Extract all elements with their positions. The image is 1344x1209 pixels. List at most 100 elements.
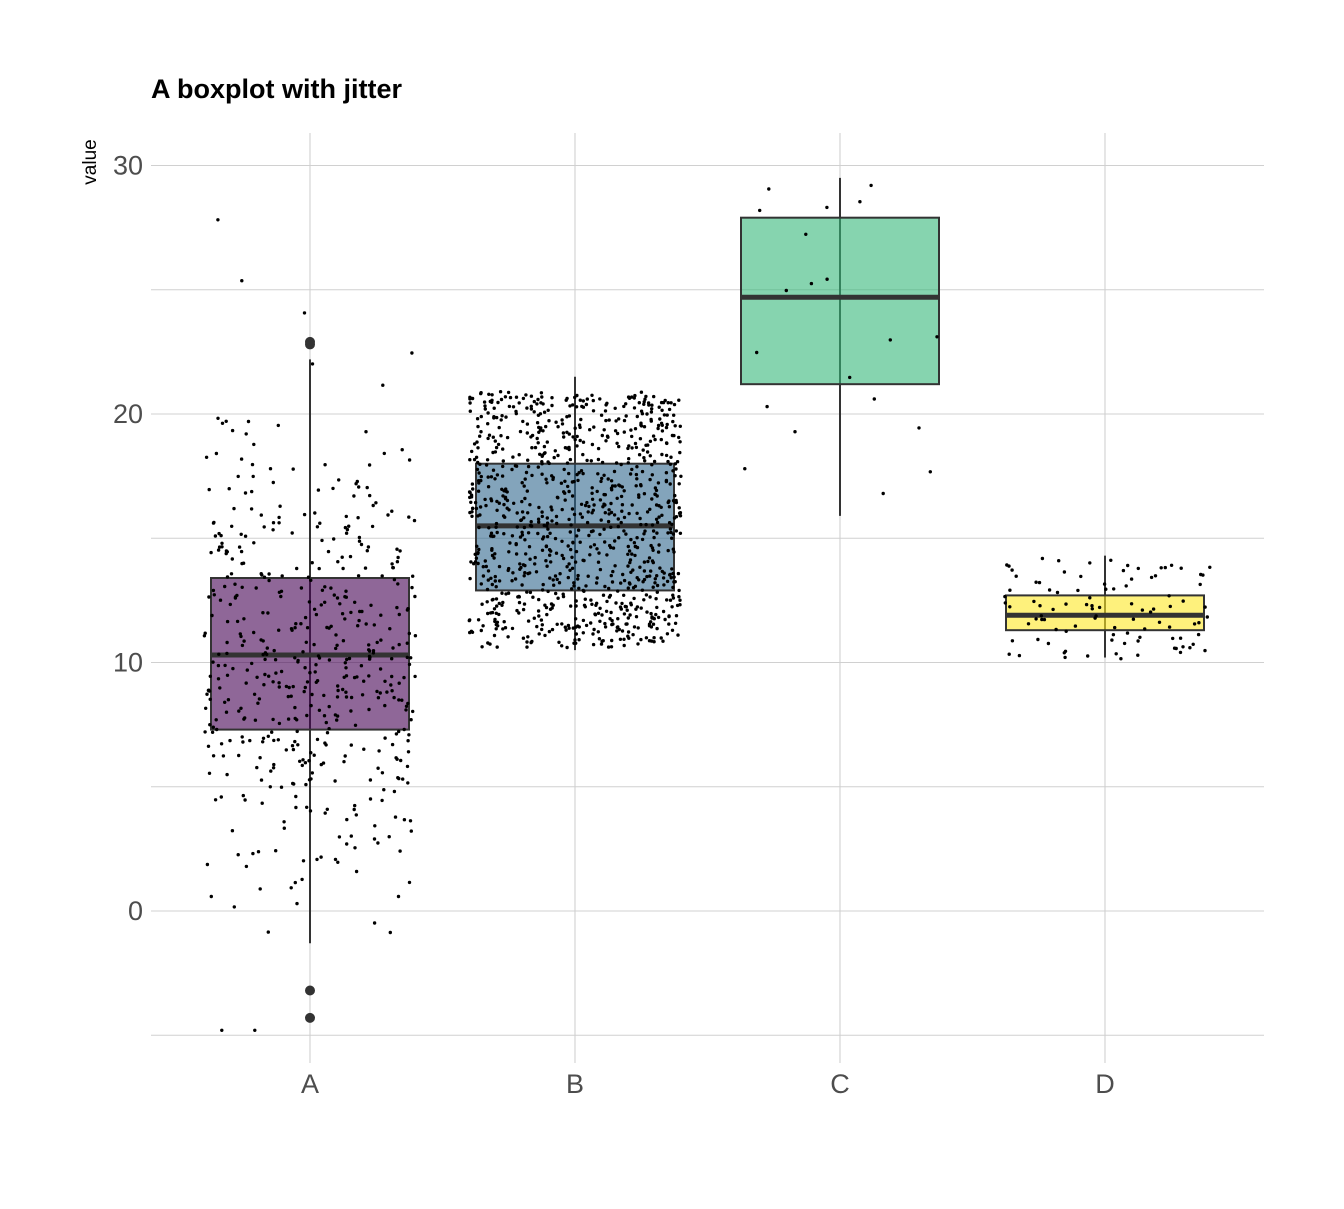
box	[740, 216, 940, 386]
jitter-point	[613, 564, 617, 568]
jitter-point	[660, 423, 664, 427]
jitter-point	[345, 842, 349, 846]
jitter-point	[363, 566, 368, 570]
jitter-point	[213, 798, 218, 802]
jitter-point	[521, 563, 526, 567]
jitter-point	[599, 518, 603, 522]
jitter-point	[658, 417, 662, 421]
jitter-point	[507, 508, 511, 512]
y-tick-label: 0	[128, 896, 143, 926]
jitter-point	[578, 398, 582, 402]
jitter-point	[395, 547, 399, 551]
jitter-point	[1151, 607, 1156, 611]
jitter-point	[1104, 587, 1108, 591]
jitter-point	[207, 771, 212, 775]
jitter-point	[540, 548, 545, 552]
jitter-point	[574, 617, 578, 621]
jitter-point	[541, 402, 545, 406]
jitter-point	[240, 643, 245, 648]
jitter-point	[661, 609, 666, 614]
jitter-point	[663, 617, 667, 622]
jitter-point	[541, 429, 545, 433]
jitter-point	[280, 574, 284, 578]
jitter-point	[572, 584, 576, 588]
jitter-point	[529, 407, 534, 411]
jitter-point	[648, 439, 653, 443]
jitter-point	[620, 629, 625, 633]
jitter-point	[652, 535, 656, 540]
jitter-point	[633, 553, 637, 558]
jitter-point	[590, 393, 594, 397]
jitter-point	[544, 605, 549, 610]
jitter-point	[608, 593, 613, 598]
jitter-point	[483, 407, 487, 411]
jitter-point	[570, 566, 575, 570]
jitter-point	[622, 643, 626, 648]
jitter-point	[495, 499, 499, 504]
jitter-point	[524, 552, 528, 556]
jitter-point	[226, 698, 231, 702]
jitter-point	[642, 456, 646, 460]
jitter-point	[250, 661, 254, 666]
jitter-point	[650, 497, 654, 501]
jitter-point	[405, 641, 409, 645]
jitter-point	[530, 433, 535, 438]
jitter-point	[263, 657, 267, 662]
jitter-point	[743, 467, 747, 471]
jitter-point	[572, 512, 577, 517]
jitter-point	[357, 618, 361, 623]
jitter-point	[215, 727, 219, 732]
jitter-point	[494, 525, 498, 529]
jitter-point	[573, 638, 577, 642]
jitter-point	[536, 465, 540, 469]
jitter-point	[616, 524, 620, 529]
jitter-point	[480, 602, 484, 606]
jitter-point	[615, 441, 619, 445]
jitter-point	[269, 769, 273, 773]
jitter-point	[526, 571, 530, 576]
jitter-point	[211, 754, 216, 758]
jitter-point	[671, 547, 675, 551]
jitter-point	[646, 559, 650, 564]
jitter-point	[669, 401, 673, 405]
jitter-point	[473, 552, 477, 556]
jitter-point	[653, 486, 658, 490]
jitter-point	[540, 454, 544, 458]
jitter-point	[659, 400, 664, 405]
jitter-point	[627, 457, 631, 461]
jitter-point	[1062, 570, 1067, 574]
jitter-point	[522, 516, 526, 520]
jitter-point	[666, 548, 670, 553]
jitter-point	[233, 596, 238, 600]
jitter-point	[650, 403, 654, 407]
jitter-point	[390, 689, 394, 693]
jitter-point	[355, 479, 359, 484]
jitter-point	[598, 606, 602, 610]
jitter-point	[525, 489, 529, 493]
jitter-point	[486, 411, 490, 415]
jitter-point	[489, 531, 494, 535]
jitter-point	[548, 576, 552, 580]
jitter-point	[485, 587, 490, 592]
jitter-point	[205, 862, 210, 867]
jitter-point	[225, 550, 229, 554]
jitter-point	[487, 433, 492, 437]
jitter-point	[469, 500, 473, 504]
jitter-point	[1038, 604, 1042, 608]
jitter-point	[337, 835, 342, 839]
jitter-point	[374, 501, 378, 505]
jitter-point	[633, 441, 638, 446]
jitter-point	[650, 473, 654, 477]
jitter-point	[562, 467, 566, 472]
jitter-point	[522, 525, 527, 530]
jitter-point	[597, 551, 601, 555]
jitter-point	[1136, 653, 1140, 657]
jitter-point	[626, 586, 630, 590]
jitter-point	[674, 529, 678, 533]
jitter-point	[491, 450, 495, 455]
jitter-point	[610, 488, 614, 492]
jitter-point	[207, 689, 212, 693]
jitter-point	[645, 412, 649, 416]
jitter-point	[405, 655, 409, 660]
jitter-point	[468, 495, 472, 500]
